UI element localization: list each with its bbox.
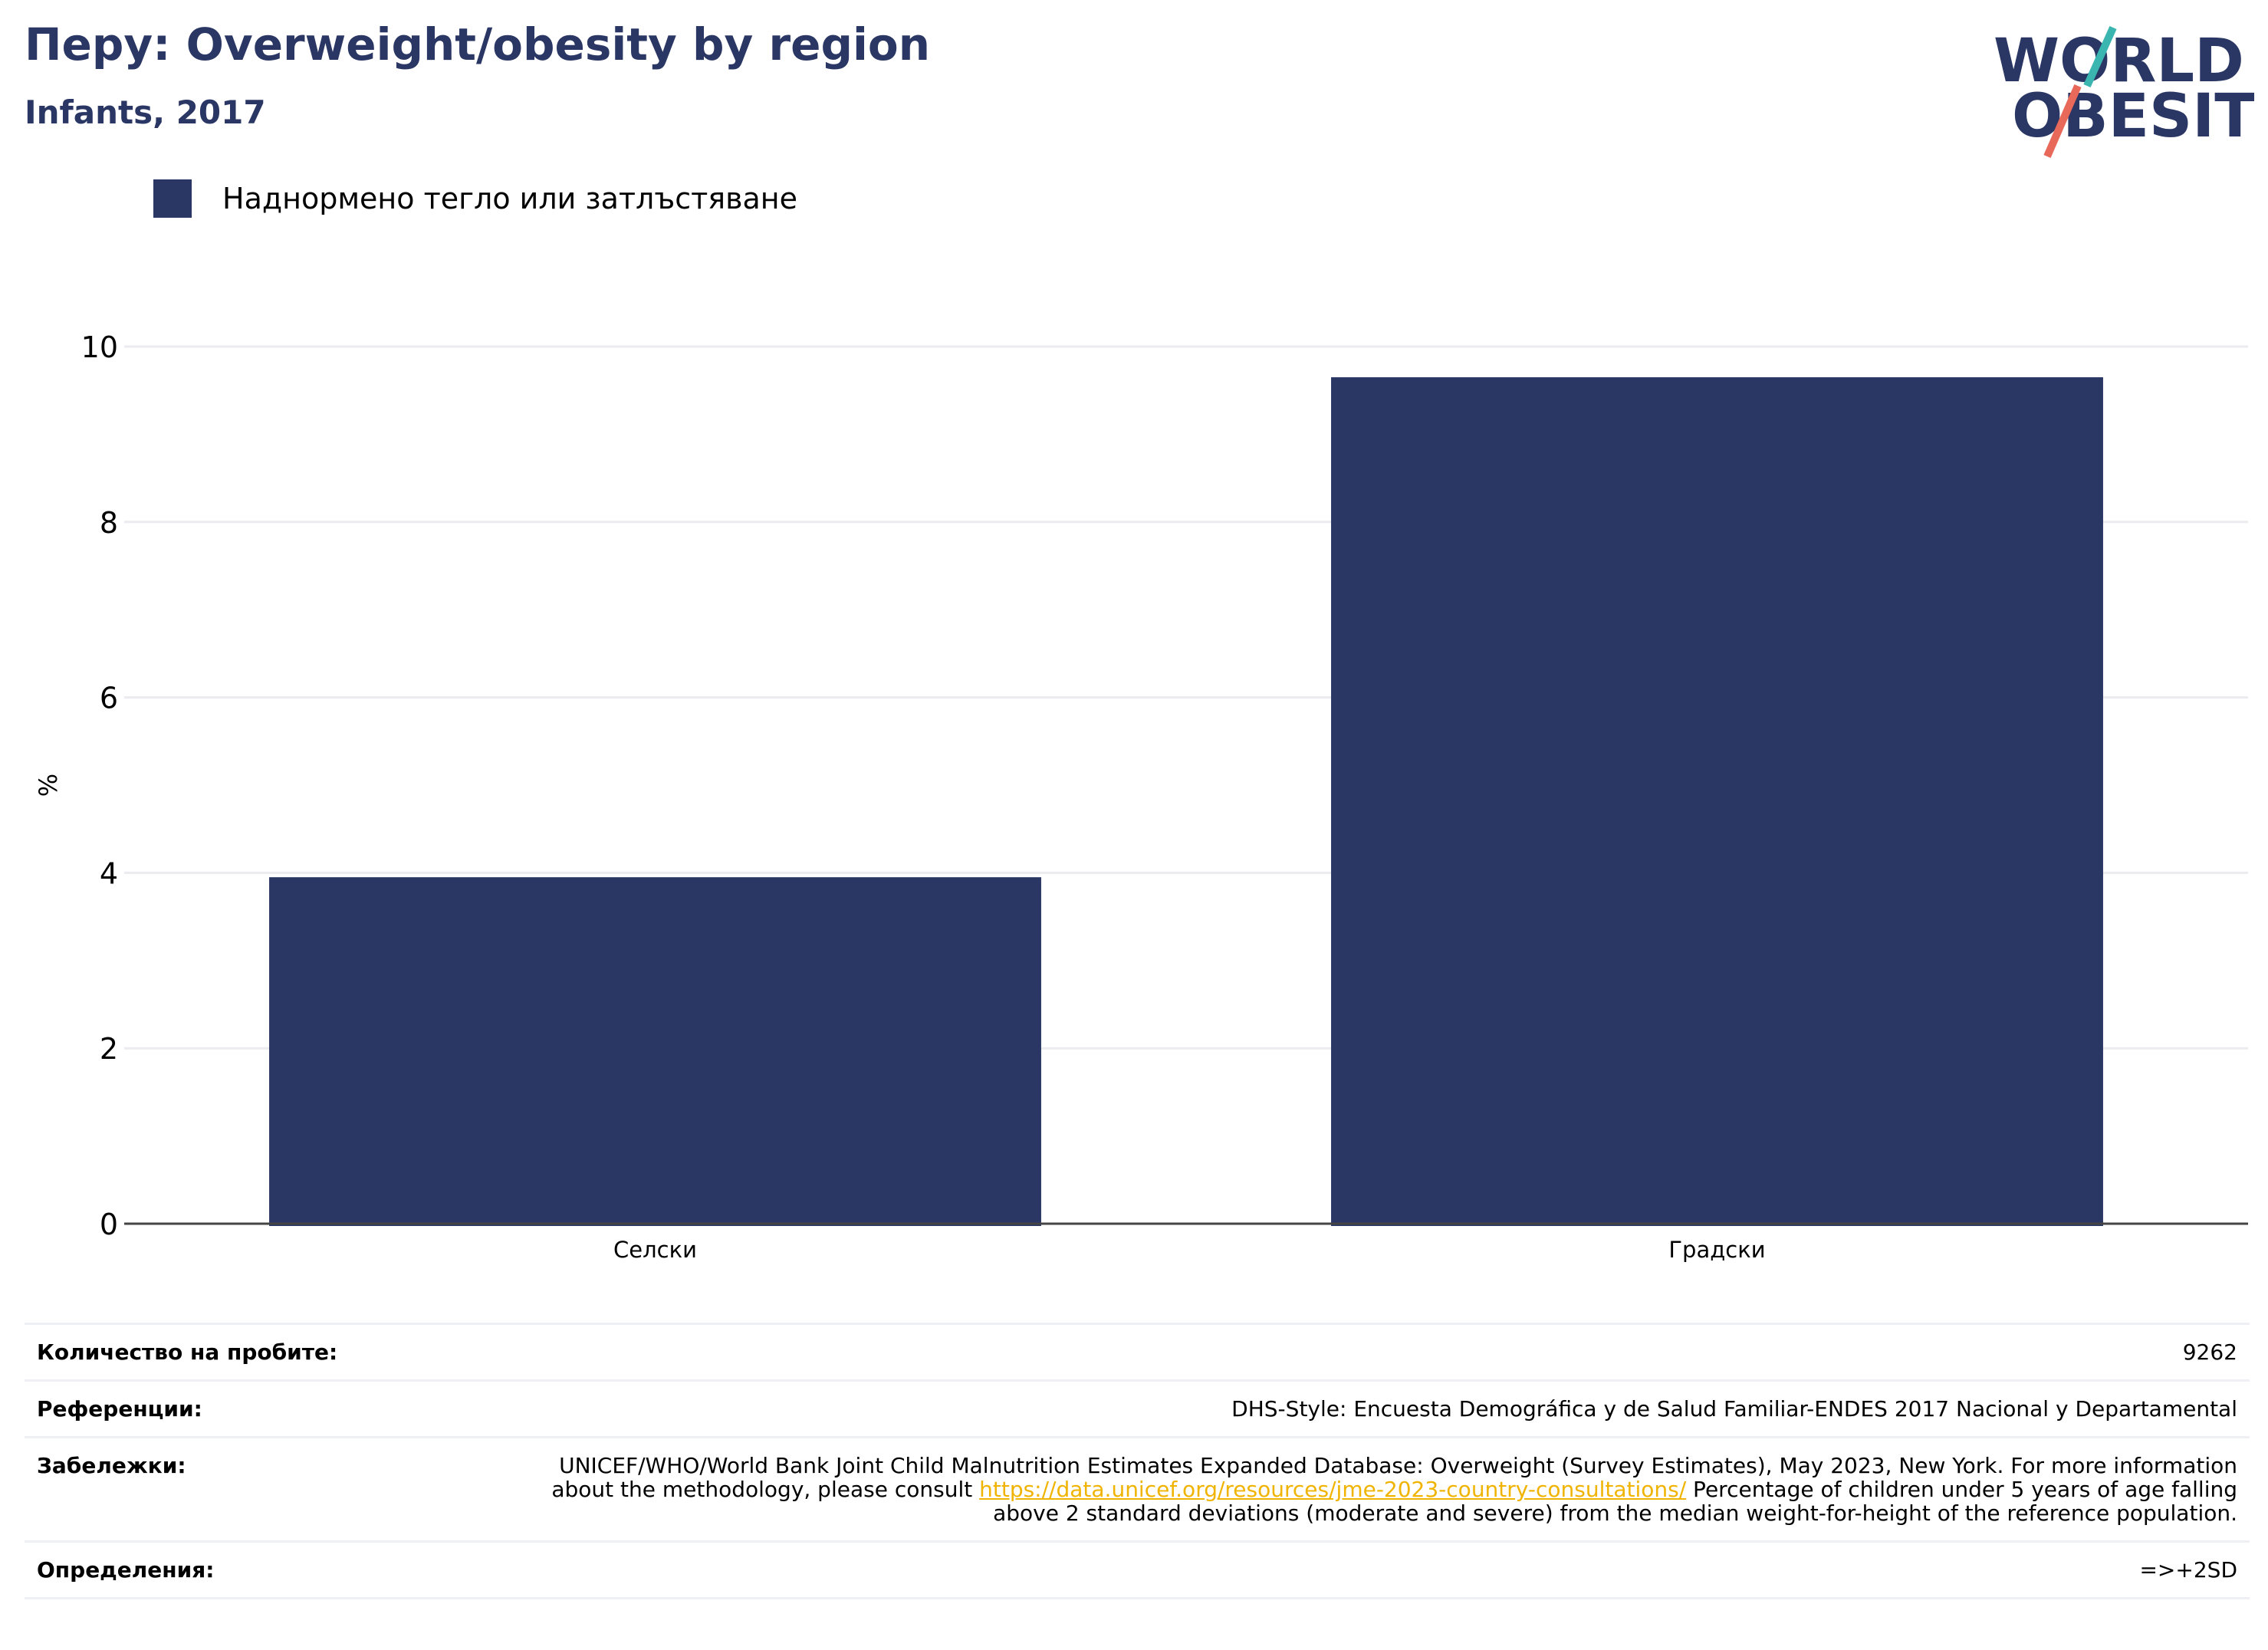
definitions-label: Определения: bbox=[25, 1540, 509, 1599]
legend-swatch bbox=[153, 179, 192, 218]
definitions-value: =>+2SD bbox=[509, 1540, 2250, 1599]
metadata-table: Количество на пробите: 9262 Референции: … bbox=[25, 1323, 2250, 1599]
notes-text-pre: UNICEF/WHO/World Bank Joint Child Malnut… bbox=[551, 1453, 2237, 1502]
bar bbox=[1331, 377, 2103, 1226]
notes-value: UNICEF/WHO/World Bank Joint Child Malnut… bbox=[509, 1436, 2250, 1543]
references-label: Референции: bbox=[25, 1379, 509, 1438]
sample-size-row: Количество на пробите: 9262 bbox=[25, 1323, 2250, 1382]
notes-label: Забележки: bbox=[25, 1436, 509, 1543]
legend-label: Наднормено тегло или затлъстяване bbox=[222, 182, 797, 215]
chart-title: Перу: Overweight/obesity by region bbox=[25, 18, 930, 71]
references-value: DHS-Style: Encuesta Demográfica y de Sal… bbox=[509, 1379, 2250, 1438]
x-tick-label: Градски bbox=[1668, 1237, 1765, 1263]
y-tick-label: 4 bbox=[100, 856, 118, 890]
bar-chart: 0 2 4 6 8 10 Селски Градски% bbox=[34, 330, 2248, 1263]
x-tick-label: Селски bbox=[613, 1237, 697, 1263]
y-tick-label: 0 bbox=[100, 1208, 118, 1241]
logo-coral-stroke bbox=[2043, 84, 2082, 158]
sample-size-label: Количество на пробите: bbox=[25, 1323, 509, 1382]
world-obesity-logo: WORLD OBESITY bbox=[1994, 25, 2254, 158]
definitions-row: Определения: =>+2SD bbox=[25, 1540, 2250, 1599]
logo-word-world: WORLD bbox=[1994, 27, 2244, 96]
notes-link[interactable]: https://data.unicef.org/resources/jme-20… bbox=[979, 1477, 1687, 1502]
logo-teal-stroke bbox=[2083, 25, 2117, 88]
y-tick-label: 6 bbox=[100, 682, 118, 715]
chart-subtitle: Infants, 2017 bbox=[25, 94, 266, 131]
notes-text-post: Percentage of children under 5 years of … bbox=[993, 1477, 2237, 1526]
y-tick-label: 2 bbox=[100, 1032, 118, 1066]
bar bbox=[269, 877, 1041, 1226]
sample-size-value: 9262 bbox=[509, 1323, 2250, 1382]
references-row: Референции: DHS-Style: Encuesta Demográf… bbox=[25, 1379, 2250, 1438]
y-tick-label: 10 bbox=[81, 330, 118, 364]
y-axis-title: % bbox=[34, 774, 63, 797]
notes-row: Забележки: UNICEF/WHO/World Bank Joint C… bbox=[25, 1436, 2250, 1543]
legend: Наднормено тегло или затлъстяване bbox=[153, 179, 797, 218]
y-tick-label: 8 bbox=[100, 506, 118, 540]
